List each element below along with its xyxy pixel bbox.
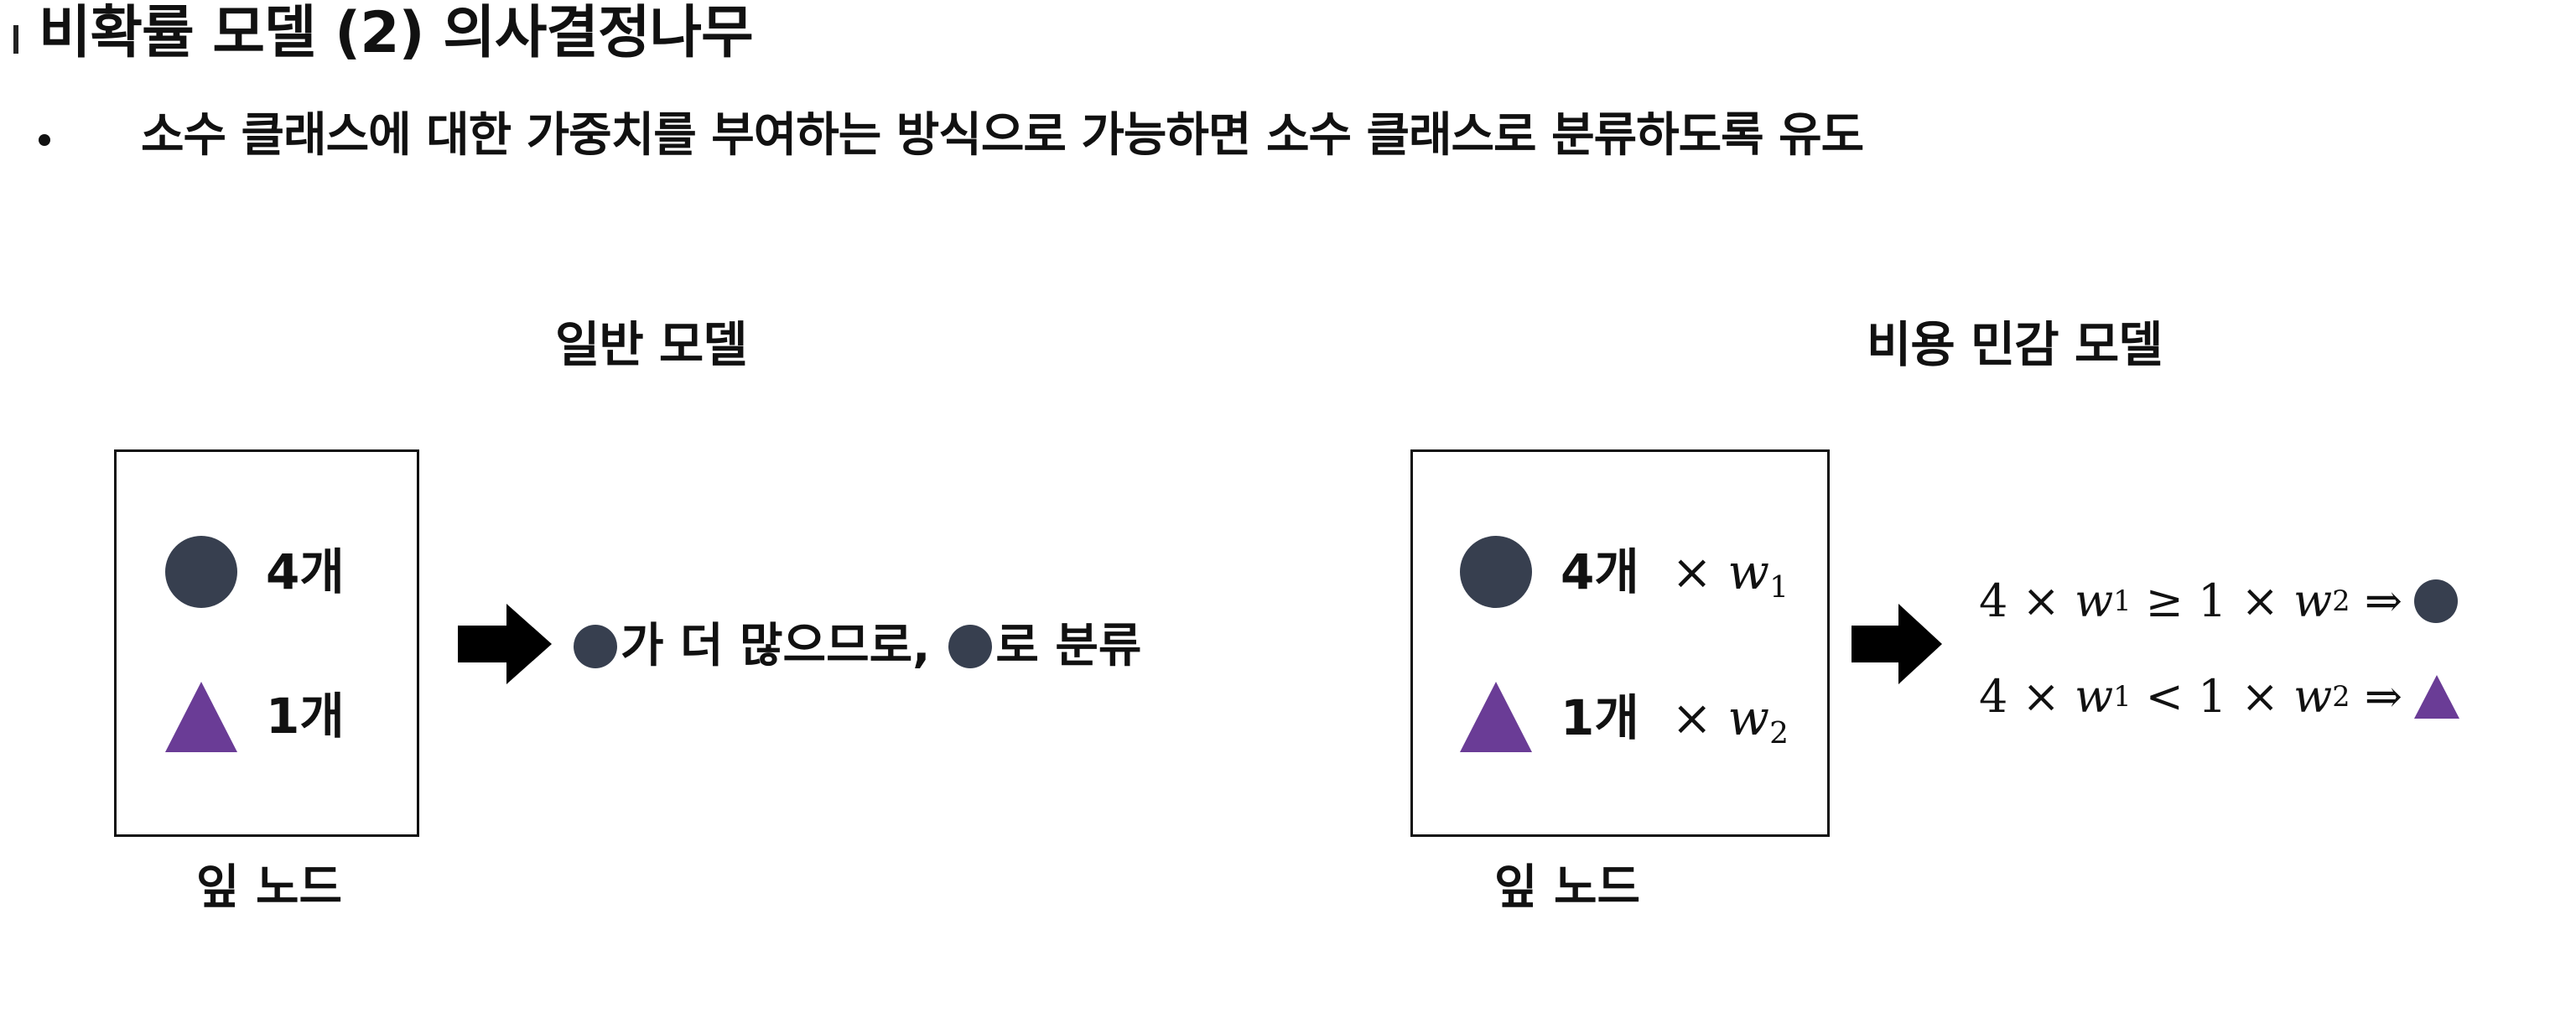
general-leaf-caption: 잎 노드 — [196, 860, 343, 915]
circle-count: 4개 — [1561, 543, 1639, 600]
result-text-part2: 로 분류 — [995, 619, 1142, 673]
weight-sub: 1 — [2113, 584, 2132, 617]
weight-sub: 1 — [2113, 680, 2132, 713]
triangle-count: 1개 — [266, 688, 345, 745]
triangle-icon — [1460, 682, 1532, 752]
cost-sensitive-leaf-node-box: 4개 × w1 1개 × w2 — [1410, 449, 1830, 837]
triangle-count: 1개 — [1561, 689, 1639, 746]
right-arrow-icon — [458, 604, 552, 684]
page-title: 비확률 모델 (2) 의사결정나무 — [39, 0, 754, 66]
implies-symbol: ⇒ — [2364, 574, 2402, 627]
general-model-heading: 일반 모델 — [555, 316, 748, 373]
circle-icon — [948, 625, 993, 668]
times-symbol: × — [2022, 670, 2060, 723]
bullet-text: 소수 클래스에 대한 가중치를 부여하는 방식으로 가능하면 소수 클래스로 분… — [141, 108, 1864, 163]
implies-symbol: ⇒ — [2364, 670, 2402, 723]
times-symbol: × — [2022, 574, 2060, 627]
weight-var: w — [2293, 574, 2333, 627]
ineq1-lhs-num: 4 — [1979, 574, 2008, 627]
circle-icon — [574, 625, 617, 668]
weight-var: w — [2293, 670, 2333, 723]
weight-var: w — [1727, 689, 1770, 746]
times-symbol: × — [2241, 670, 2279, 723]
weight-sub: 2 — [2332, 584, 2350, 617]
weighted-circle-count: 4개 × w1 — [1561, 543, 1789, 617]
cost-sensitive-leaf-caption: 잎 노드 — [1494, 860, 1641, 915]
circle-icon — [2413, 579, 2458, 623]
general-result: 가 더 많으므로, 로 분류 — [574, 617, 1141, 676]
title-marker — [13, 25, 18, 54]
circle-icon — [1460, 536, 1532, 608]
weighted-triangle-count: 1개 × w2 — [1561, 688, 1789, 763]
cost-sensitive-model-heading: 비용 민감 모델 — [1867, 316, 2163, 373]
ineq1-rhs-num: 1 — [2198, 574, 2227, 627]
result-text-part1: 가 더 많으므로, — [621, 619, 931, 673]
ineq2-operator: < — [2145, 670, 2184, 723]
general-leaf-node-box: 4개 1개 — [114, 449, 419, 837]
weight-var: w — [1727, 543, 1770, 600]
weight-sub: 2 — [2332, 680, 2350, 713]
circle-count: 4개 — [266, 543, 345, 600]
times-symbol: × — [1671, 543, 1712, 600]
weight-var: w — [2074, 670, 2114, 723]
weight-sub: 1 — [1769, 570, 1789, 605]
ineq1-operator: ≥ — [2145, 574, 2184, 627]
right-arrow-icon — [1852, 604, 1942, 684]
circle-icon — [165, 536, 237, 608]
triangle-icon — [2413, 675, 2459, 719]
weight-var: w — [2074, 574, 2114, 627]
ineq2-lhs-num: 4 — [1979, 670, 2008, 723]
weight-sub: 2 — [1769, 716, 1789, 751]
times-symbol: × — [1671, 689, 1712, 746]
bullet-icon — [39, 134, 50, 146]
ineq2-rhs-num: 1 — [2198, 670, 2227, 723]
times-symbol: × — [2241, 574, 2279, 627]
triangle-icon — [165, 682, 237, 752]
